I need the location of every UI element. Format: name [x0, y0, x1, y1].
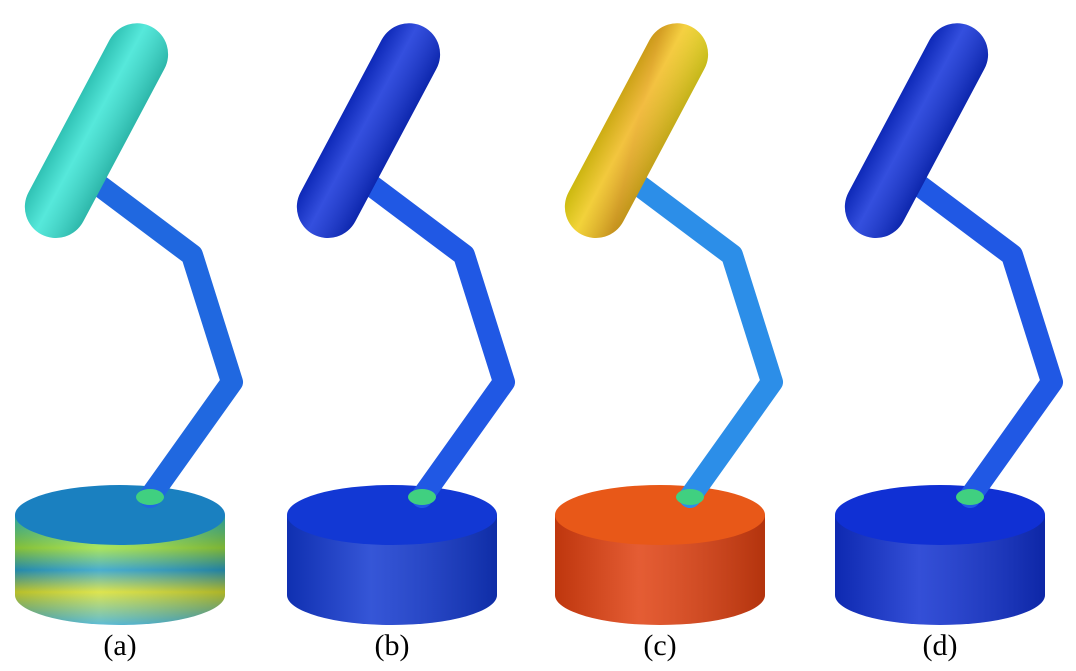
lamp-arm — [912, 180, 1052, 497]
page: (a)(b)(c)(d) (() => { const data = JSON.… — [0, 0, 1076, 671]
lamp-render — [834, 12, 1052, 625]
lamp-base-top — [835, 485, 1045, 545]
arm-joint — [676, 489, 704, 505]
lamp-base-top — [555, 485, 765, 545]
panel-label: (c) — [643, 629, 676, 662]
arm-joint — [408, 489, 436, 505]
lamp-arm — [364, 180, 504, 497]
lamp-render — [14, 12, 232, 625]
lamp-arm — [632, 180, 772, 497]
lamp-base-top — [287, 485, 497, 545]
panel-label: (b) — [375, 629, 410, 662]
lamp-arm — [92, 180, 232, 497]
lamp-render — [286, 12, 504, 625]
lamp-render — [554, 12, 772, 625]
arm-joint — [956, 489, 984, 505]
arm-joint — [136, 489, 164, 505]
figure: (a) (b) (c) (d) — [0, 0, 1076, 671]
lamp-base-top — [15, 485, 225, 545]
panel-label: (d) — [923, 629, 958, 662]
panel-label: (a) — [103, 629, 136, 662]
